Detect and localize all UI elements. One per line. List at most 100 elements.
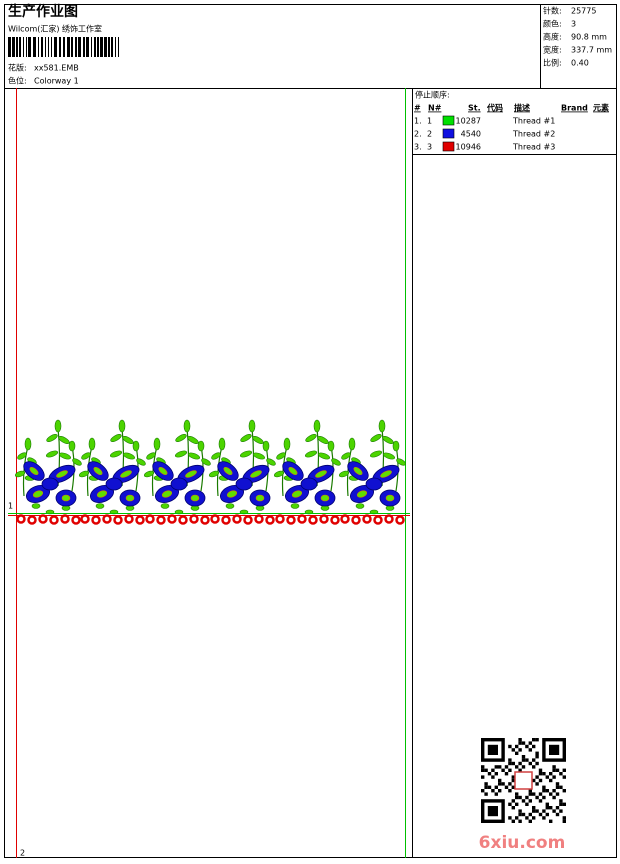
- subtitle: Wilcom(汇家) 绣饰工作室: [8, 24, 102, 34]
- bar-stripe: [78, 37, 81, 57]
- qr-module: [487, 785, 492, 789]
- qr-module: [545, 806, 549, 810]
- bar-stripe: [48, 37, 49, 57]
- stat-value: 25775: [571, 7, 596, 16]
- bar-stripe: [67, 37, 70, 57]
- design-label: 花版:: [8, 63, 27, 73]
- qr-module: [508, 768, 512, 772]
- qr-module: [535, 795, 539, 800]
- qr-module: [508, 816, 512, 820]
- qr-module: [549, 792, 553, 796]
- qr-module: [532, 758, 536, 762]
- qr-module: [552, 789, 556, 793]
- qr-module: [549, 772, 553, 776]
- qr-module: [525, 744, 529, 749]
- bar-stripe: [91, 37, 92, 57]
- qr-module: [481, 775, 485, 779]
- qr-module: [532, 738, 536, 742]
- qr-module: [515, 744, 519, 749]
- qr-module: [504, 772, 509, 776]
- qr-finder: [542, 738, 567, 762]
- qr-module: [501, 768, 505, 772]
- stats: 针数: 25775 颜色: 3 高度: 90.8 mm 宽度: 337.7 mm 比例: 0.40: [543, 6, 612, 68]
- qr-module: [518, 809, 522, 813]
- qr-module: [552, 765, 556, 769]
- qr-module: [515, 795, 519, 800]
- qr-module: [481, 765, 485, 769]
- table-header: Brand: [561, 104, 588, 113]
- qr-finder: [549, 744, 560, 755]
- qr-module: [521, 765, 526, 769]
- qr-module: [555, 785, 560, 789]
- qr-finder: [487, 744, 498, 755]
- qr-module: [528, 741, 532, 745]
- qr-module: [508, 758, 512, 762]
- qr-code: [481, 738, 567, 824]
- qr-module: [532, 778, 536, 783]
- qr-module: [562, 775, 566, 779]
- row-desc: Thread #1: [512, 117, 555, 126]
- bar-stripe: [51, 37, 52, 57]
- qr-module: [511, 799, 515, 803]
- qr-module: [518, 761, 522, 766]
- qr-module: [525, 802, 529, 806]
- color-swatch: [442, 128, 455, 139]
- row-seq: 3.: [414, 143, 422, 152]
- embroidery: [13, 418, 408, 525]
- qr-module: [508, 744, 512, 749]
- row-n: 2: [427, 130, 432, 139]
- colorway-label: 色位:: [8, 76, 27, 86]
- thread-table: 停止顺序: # N# St. 代码 描述 Brand 元素 1. 1 10287 Thread #1…: [414, 90, 609, 152]
- qr-finder: [481, 738, 505, 762]
- stat-label: 比例:: [543, 58, 562, 68]
- qr-module: [528, 812, 532, 817]
- qr-module: [491, 775, 495, 779]
- qr-module: [518, 768, 522, 772]
- row-seq: 2.: [414, 130, 422, 139]
- table-title: 停止顺序:: [415, 90, 450, 100]
- bar-stripe: [41, 37, 43, 57]
- bar-stripe: [45, 37, 46, 57]
- qr-module: [538, 778, 543, 783]
- qr-module: [542, 789, 546, 793]
- bar-stripe: [97, 37, 99, 57]
- color-swatch: [442, 141, 455, 152]
- table-header: St.: [468, 104, 481, 113]
- qr-module: [535, 751, 539, 755]
- qr-module: [538, 768, 543, 772]
- qr-module: [521, 741, 526, 745]
- colorway-name: Colorway 1: [34, 77, 79, 86]
- qr-module: [538, 772, 543, 776]
- title: 生产作业图: [8, 3, 78, 20]
- qr-module: [562, 789, 566, 793]
- page-border: [4, 4, 617, 858]
- qr-module: [484, 792, 488, 796]
- qr-module: [538, 812, 543, 817]
- qr-module: [504, 765, 509, 769]
- row-n: 3: [427, 143, 432, 152]
- qr-module: [518, 738, 522, 742]
- table-header: 元素: [593, 103, 609, 113]
- qr-module: [532, 806, 536, 810]
- qr-module: [562, 819, 566, 823]
- qr-logo: [514, 771, 533, 790]
- watermark: 6xiu.com: [479, 833, 566, 853]
- qr-module: [498, 765, 502, 769]
- qr-module: [538, 799, 543, 803]
- qr-module: [562, 768, 566, 772]
- bar-stripe: [12, 37, 15, 57]
- qr-module: [559, 809, 563, 813]
- qr-module: [484, 782, 488, 786]
- bar-stripe: [115, 37, 116, 57]
- qr-module: [504, 785, 509, 789]
- stat-label: 宽度:: [543, 45, 562, 55]
- qr-module: [511, 806, 515, 810]
- qr-module: [508, 761, 512, 766]
- bar-stripe: [86, 37, 89, 57]
- qr-module: [545, 789, 549, 793]
- qr-module: [542, 795, 546, 800]
- qr-module: [549, 806, 553, 810]
- bar-stripe: [38, 37, 39, 57]
- qr-module: [518, 819, 522, 823]
- qr-module: [494, 792, 498, 796]
